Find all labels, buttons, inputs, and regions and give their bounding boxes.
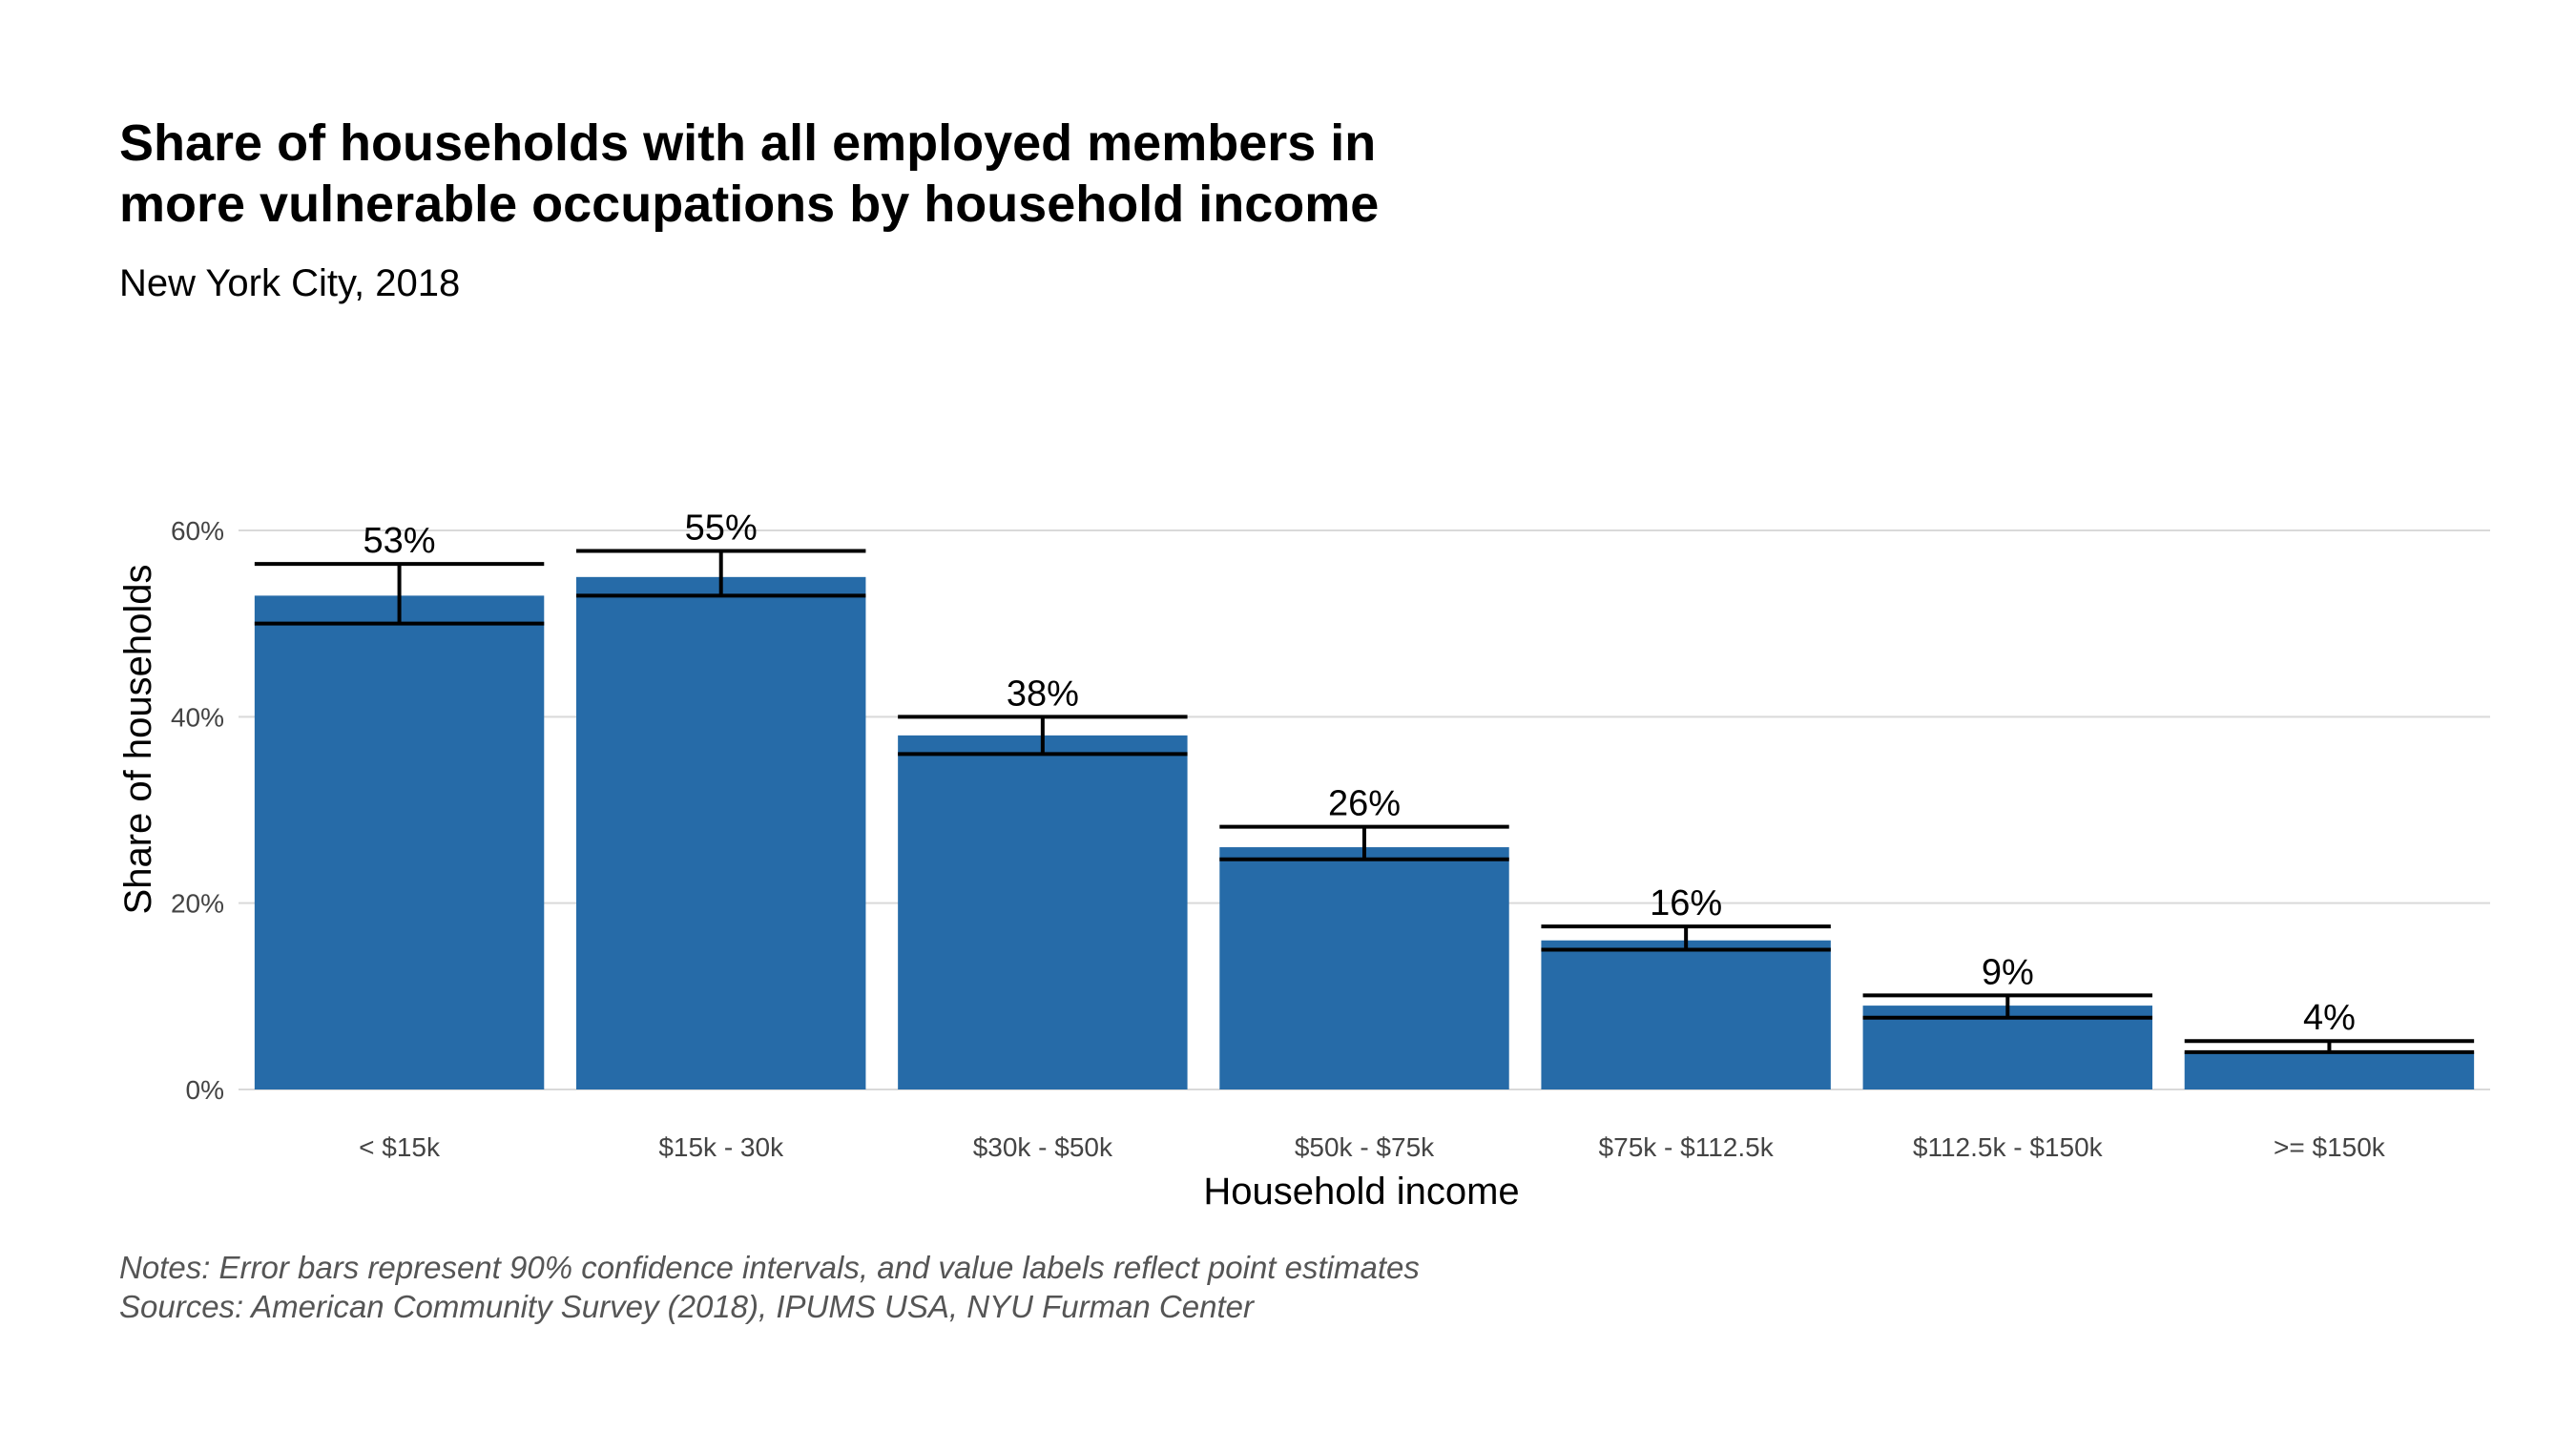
- bar: [1219, 847, 1509, 1089]
- x-tick-label: $30k - $50k: [973, 1132, 1113, 1162]
- data-label: 55%: [685, 508, 758, 548]
- bar: [1541, 940, 1831, 1089]
- axis-ticks: 0% 20% 40% 60% < $15k $15k - 30k $30k - $50k $5…: [171, 516, 2386, 1162]
- bar: [254, 595, 545, 1089]
- y-tick-label: 60%: [171, 516, 224, 546]
- x-tick-label: $15k - 30k: [658, 1132, 784, 1162]
- value-labels: 53% 55% 38% 26% 16% 9% 4%: [364, 508, 2356, 1038]
- chart-title-line-1: Share of households with all employed me…: [119, 114, 1377, 172]
- bar: [898, 735, 1188, 1089]
- chart-title: Share of households with all employed me…: [119, 113, 1379, 235]
- bars: [254, 576, 2475, 1089]
- chart-title-line-2: more vulnerable occupations by household…: [119, 176, 1380, 233]
- y-axis-title: Share of households: [117, 565, 159, 915]
- notes-line: Notes: Error bars represent 90% confiden…: [119, 1250, 1420, 1285]
- chart-subtitle: New York City, 2018: [119, 262, 461, 304]
- sources-line: Sources: American Community Survey (2018…: [119, 1289, 1254, 1324]
- data-label: 38%: [1007, 674, 1079, 714]
- data-label: 9%: [1982, 952, 2034, 992]
- data-label: 26%: [1328, 784, 1401, 824]
- y-tick-label: 40%: [171, 702, 224, 732]
- data-label: 16%: [1650, 883, 1722, 923]
- x-tick-label: < $15k: [359, 1132, 441, 1162]
- x-tick-label: $112.5k - $150k: [1913, 1132, 2104, 1162]
- y-tick-label: 20%: [171, 889, 224, 919]
- chart-notes: Notes: Error bars represent 90% confiden…: [119, 1248, 1420, 1326]
- x-axis-title: Household income: [1203, 1171, 1519, 1213]
- data-label: 53%: [364, 521, 436, 561]
- x-tick-label: $75k - $112.5k: [1599, 1132, 1775, 1162]
- data-label: 4%: [2303, 998, 2356, 1038]
- x-tick-label: >= $150k: [2274, 1132, 2386, 1162]
- y-tick-label: 0%: [186, 1075, 224, 1105]
- error-bars: [254, 549, 2475, 1054]
- bar: [2184, 1051, 2475, 1089]
- bar: [576, 576, 866, 1089]
- x-tick-label: $50k - $75k: [1295, 1132, 1435, 1162]
